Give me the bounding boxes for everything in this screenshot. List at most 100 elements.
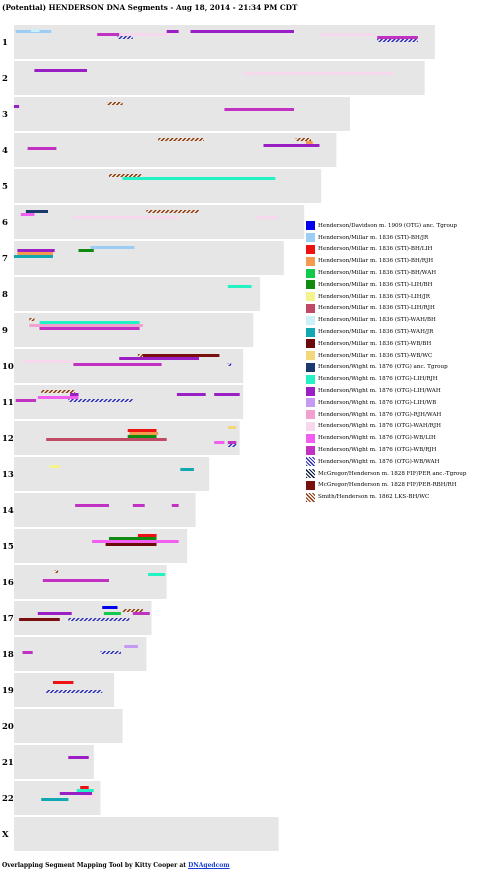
segment-chr18[interactable] [124, 645, 138, 648]
segment-chr11[interactable] [15, 399, 37, 402]
segment-chr14[interactable] [132, 504, 145, 507]
segment-chr12[interactable] [46, 438, 167, 441]
segment-chr17[interactable] [102, 606, 118, 609]
segment-chr10[interactable] [143, 354, 220, 357]
legend-label: McGregor/Henderson m. 1828 FIF/PER-RBH/R… [318, 482, 457, 489]
segment-chr9[interactable] [29, 324, 143, 327]
segment-chr7[interactable] [17, 249, 55, 252]
segment-chr21[interactable] [68, 756, 89, 759]
segment-chr16[interactable] [54, 570, 59, 573]
segment-chr22[interactable] [41, 798, 69, 801]
segment-chr18[interactable] [100, 651, 121, 654]
chart-title: (Potential) HENDERSON DNA Segments - Aug… [2, 3, 298, 12]
segment-chr12[interactable] [227, 441, 237, 444]
segment-chr13[interactable] [49, 465, 60, 468]
segment-chr1[interactable] [97, 33, 132, 36]
segment-chr3[interactable] [224, 108, 294, 111]
segment-chr9[interactable] [39, 321, 140, 324]
segment-chr1[interactable] [319, 33, 374, 36]
segment-chr6[interactable] [146, 210, 199, 213]
segment-chr10[interactable] [227, 363, 232, 366]
segment-chr12[interactable] [127, 435, 157, 438]
segment-chr22[interactable] [80, 795, 96, 798]
dnagedcom-link[interactable]: DNAgedcom [188, 862, 230, 869]
segment-chr4[interactable] [305, 141, 313, 144]
segment-chr1[interactable] [119, 33, 171, 36]
segment-chr2[interactable] [34, 69, 87, 72]
segment-chr17[interactable] [132, 612, 150, 615]
segment-chr6[interactable] [25, 210, 48, 213]
segment-chr7[interactable] [78, 249, 94, 252]
segment-chr22[interactable] [76, 789, 94, 792]
segment-chr1[interactable] [190, 30, 295, 33]
chromosome-19-label: 19 [2, 686, 14, 696]
legend-swatch [306, 268, 315, 278]
segment-chr9[interactable] [39, 327, 140, 330]
segment-chr6[interactable] [256, 216, 278, 219]
segment-chr15[interactable] [105, 543, 157, 546]
segment-chr17[interactable] [122, 609, 143, 612]
segment-chr10[interactable] [24, 360, 74, 363]
segment-chr11[interactable] [37, 396, 79, 399]
segment-chr14[interactable] [75, 504, 109, 507]
segment-chr18[interactable] [22, 651, 33, 654]
segment-chr22[interactable] [80, 786, 89, 789]
segment-chr19[interactable] [53, 681, 74, 684]
segment-chr3[interactable] [107, 102, 123, 105]
segment-chr1[interactable] [166, 30, 179, 33]
legend-item: McGregor/Henderson m. 1828 FIF/PER anc.-… [306, 468, 466, 480]
segment-chr12[interactable] [214, 441, 225, 444]
segment-chr7[interactable] [14, 255, 53, 258]
segment-chr9[interactable] [29, 318, 35, 321]
segment-chr11[interactable] [41, 390, 76, 393]
segment-chr14[interactable] [171, 504, 179, 507]
segment-chr19[interactable] [46, 690, 103, 693]
segment-chr15[interactable] [92, 540, 179, 543]
segment-chr5[interactable] [122, 177, 276, 180]
legend-swatch [306, 315, 315, 325]
segment-chr2[interactable] [243, 72, 395, 75]
chromosome-6-label: 6 [2, 218, 8, 228]
chromosome-7-label: 7 [2, 254, 8, 264]
segment-chr4[interactable] [263, 144, 320, 147]
segment-chr11[interactable] [176, 393, 206, 396]
segment-chr11[interactable] [68, 399, 133, 402]
segment-chr17[interactable] [103, 612, 121, 615]
segment-chr11[interactable] [70, 393, 79, 396]
chromosome-13-label: 13 [2, 470, 14, 480]
segment-chr4[interactable] [295, 138, 311, 141]
segment-chr12[interactable] [129, 432, 159, 435]
segment-chr3[interactable] [14, 105, 20, 108]
segment-chr12[interactable] [227, 444, 237, 447]
segment-chr10[interactable] [119, 357, 199, 360]
segment-chr15[interactable] [137, 534, 157, 537]
segment-chr6[interactable] [20, 213, 35, 216]
segment-chr1[interactable] [31, 29, 40, 32]
segment-chr17[interactable] [68, 618, 130, 621]
segment-chr1[interactable] [377, 39, 418, 42]
segment-chr10[interactable] [73, 363, 162, 366]
segment-chr13[interactable] [180, 468, 194, 471]
segment-chr12[interactable] [227, 426, 237, 429]
segment-chr7[interactable] [90, 246, 135, 249]
segment-chr15[interactable] [109, 537, 157, 540]
segment-chr1[interactable] [377, 36, 418, 39]
segment-chr5[interactable] [109, 174, 142, 177]
chromosome-8-track [14, 277, 261, 311]
segment-chr17[interactable] [19, 618, 60, 621]
segment-chr22[interactable] [59, 792, 92, 795]
segment-chr4[interactable] [158, 138, 204, 141]
segment-chr6[interactable] [73, 216, 179, 219]
legend-item: Henderson/Davidson m. 1909 (OTG) anc. Tg… [306, 220, 466, 232]
segment-chr8[interactable] [227, 285, 252, 288]
segment-chr16[interactable] [42, 579, 109, 582]
segment-chr17[interactable] [37, 612, 72, 615]
segment-chr7[interactable] [17, 252, 53, 255]
segment-chr4[interactable] [27, 147, 57, 150]
segment-chr11[interactable] [214, 393, 240, 396]
segment-chr16[interactable] [148, 573, 166, 576]
segment-chr1[interactable] [117, 36, 133, 39]
legend-swatch [306, 421, 315, 431]
segment-chr12[interactable] [127, 429, 157, 432]
legend-swatch [306, 457, 315, 467]
